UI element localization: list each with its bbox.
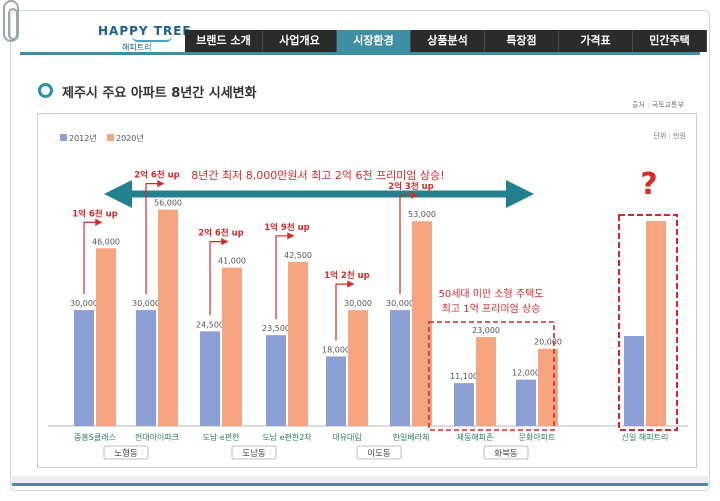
value-label-2020: 53,000	[408, 210, 436, 219]
premium-label: 1억 9천 up	[264, 222, 310, 233]
value-label-2020: 41,000	[218, 257, 246, 266]
bar-highlight-2012	[624, 336, 644, 426]
value-label-2012: 30,000	[386, 299, 414, 308]
nav-brand-intro[interactable]: 브랜드 소개	[185, 30, 263, 52]
category-label: 중흥S클래스	[74, 432, 116, 442]
callout-line-2: 최고 1억 프리미엄 상승	[442, 303, 541, 315]
value-label-2012: 24,500	[196, 320, 224, 329]
source-note: 출처 : 국토교통부	[632, 101, 684, 109]
header-divider	[20, 52, 700, 55]
nav-business-overview[interactable]: 사업개요	[263, 30, 337, 52]
ring-icon	[38, 83, 53, 98]
value-label-2012: 12,000	[512, 369, 540, 378]
premium-label: 2억 6천 up	[198, 228, 244, 239]
bar-2020	[222, 267, 242, 426]
bar-2012	[390, 310, 410, 426]
category-label: 문화아파트	[519, 432, 556, 442]
chart-panel: 단위 : 만원 2012년 2020년 8년간 최저 8,000만원서 최고 2억 6…	[37, 113, 697, 468]
premium-arrow	[83, 218, 103, 295]
nav-private-housing[interactable]: 민간주택	[633, 30, 707, 52]
bar-2012	[74, 310, 94, 426]
group-label: 이도동	[367, 448, 391, 459]
nav-market-environment[interactable]: 시장환경	[337, 30, 411, 52]
group-box	[231, 445, 277, 460]
group-label: 도남동	[242, 449, 266, 459]
highlight-box	[618, 214, 678, 431]
premium-label: 1억 6천 up	[72, 208, 118, 219]
nav-product-analysis[interactable]: 상품분석	[411, 30, 485, 52]
group-label: 화북동	[494, 449, 518, 459]
brand-sub: 해피트리	[122, 43, 152, 52]
value-label-2020: 20,000	[534, 338, 562, 347]
category-label: 현대아이파크	[135, 432, 179, 442]
legend-label-2020: 2020년	[116, 133, 144, 143]
premium-label: 2억 6천 up	[134, 170, 180, 181]
page-title: 제주시 주요 아파트 8년간 시세변화	[62, 86, 257, 101]
callout-box	[428, 321, 555, 431]
brand-name: HAPPY TREE	[98, 24, 192, 38]
value-label-2020: 42,500	[284, 251, 312, 260]
bar-2020	[538, 348, 558, 426]
category-label: 대유대림	[332, 432, 361, 442]
value-label-2012: 30,000	[132, 299, 160, 308]
group-box	[103, 445, 149, 460]
bar-2012	[326, 356, 346, 426]
bar-2020	[348, 310, 368, 426]
unit-label: 단위 : 만원	[653, 131, 686, 140]
bar-2020	[476, 337, 496, 426]
bar-2020	[158, 209, 178, 426]
premium-arrow	[209, 237, 229, 316]
category-label: 도남 e편한2차	[262, 432, 312, 442]
value-label-2020: 30,000	[344, 299, 372, 308]
bar-2020	[288, 261, 308, 426]
value-label-2012: 30,000	[70, 299, 98, 308]
premium-arrow	[399, 191, 419, 295]
category-label: 도남 e편한	[203, 432, 241, 442]
callout-line-1: 50세대 미만 소형 주택도	[438, 288, 543, 300]
value-label-2020: 56,000	[154, 199, 182, 208]
legend-label-2012: 2012년	[69, 133, 97, 143]
footer-bar	[12, 476, 708, 486]
headline-text: 8년간 최저 8,000만원서 최고 2억 6천 프리미엄 상승!	[191, 168, 444, 182]
value-label-2012: 23,500	[262, 324, 290, 333]
bar-2012	[454, 383, 474, 426]
brand-logo[interactable]: HAPPY TREE 해피트리	[98, 18, 191, 58]
bar-2012	[266, 335, 286, 426]
legend-swatch-2020	[107, 134, 114, 141]
group-box	[356, 445, 402, 460]
premium-label: 1억 2천 up	[324, 270, 370, 281]
group-label: 노형동	[114, 449, 138, 459]
price-change-chart: 단위 : 만원 2012년 2020년 8년간 최저 8,000만원서 최고 2억 6…	[48, 131, 688, 460]
bar-2012	[136, 310, 156, 426]
premium-label: 2억 3천 up	[388, 181, 434, 192]
category-label: 신일 해피트리	[622, 432, 669, 442]
nav-price-list[interactable]: 가격표	[559, 30, 633, 52]
bar-highlight-2020	[646, 221, 666, 426]
bar-2012	[516, 379, 536, 426]
premium-arrow	[145, 180, 165, 295]
category-label: 제동해피존	[457, 432, 494, 442]
footer-line	[12, 483, 708, 486]
premium-arrow	[275, 232, 295, 320]
bar-2020	[412, 221, 432, 426]
main-nav: 브랜드 소개 사업개요 시장환경 상품분석 특장점 가격표 민간주택	[185, 30, 707, 52]
bar-2012	[200, 331, 220, 426]
value-label-2020: 46,000	[92, 237, 120, 246]
paper-clip-icon	[3, 0, 19, 42]
legend-swatch-2012	[60, 134, 67, 141]
logo-swoosh-icon	[132, 36, 172, 42]
question-mark: ?	[640, 167, 657, 202]
value-label-2012: 18,000	[322, 345, 350, 354]
nav-features[interactable]: 특장점	[485, 30, 559, 52]
group-box	[483, 445, 529, 460]
premium-arrow	[335, 280, 355, 341]
category-label: 한일베라체	[393, 432, 430, 442]
value-label-2020: 23,000	[472, 326, 500, 335]
bar-2020	[96, 248, 116, 426]
value-label-2012: 11,100	[450, 372, 478, 381]
